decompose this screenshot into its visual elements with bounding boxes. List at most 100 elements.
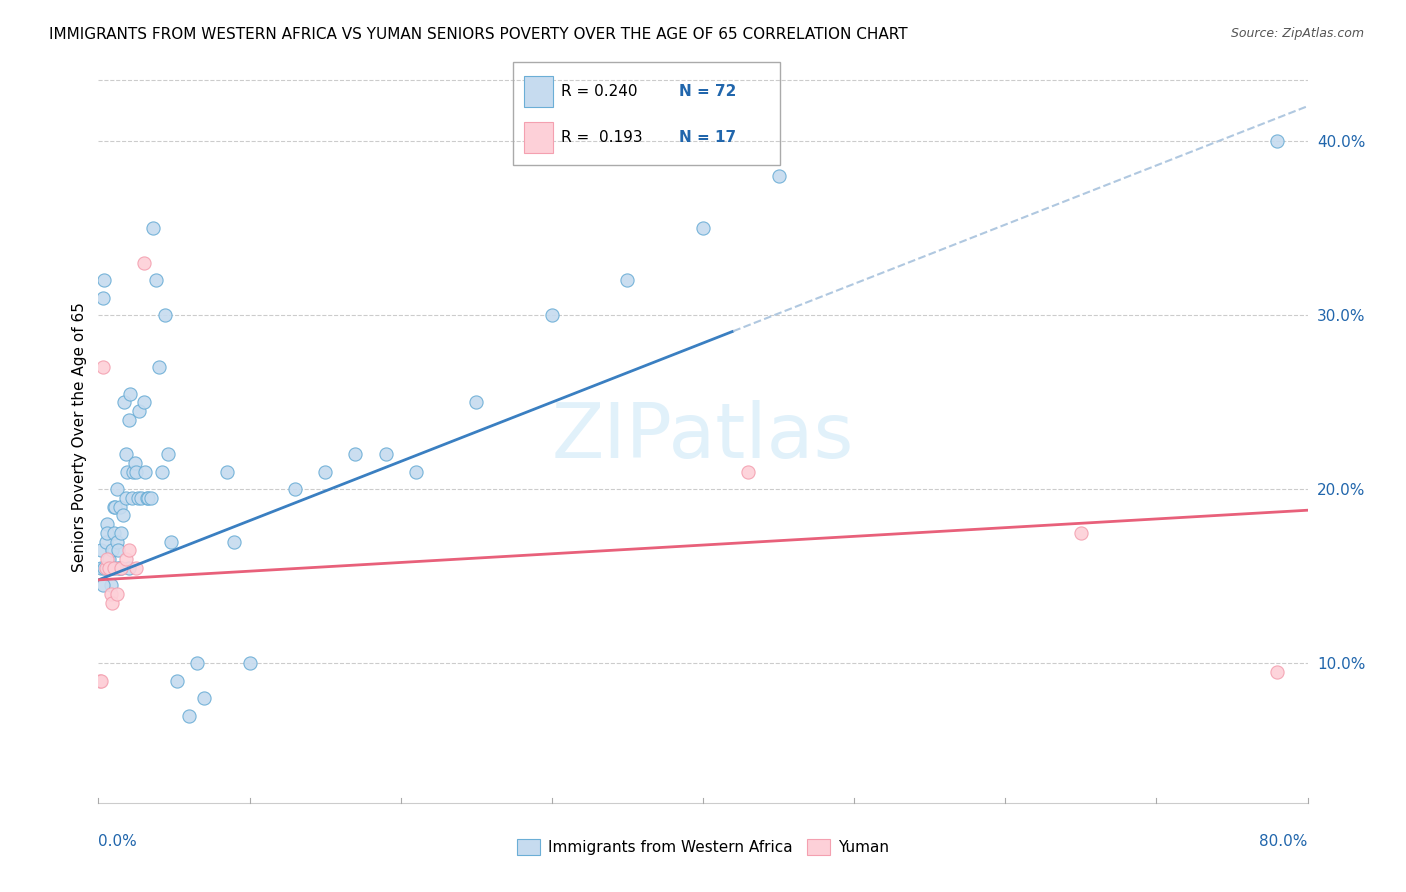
Point [284,483,307,497]
Point [98,560,121,574]
Point [108,560,131,574]
Point [128,404,150,418]
Bar [524,76,554,106]
Point [100,578,122,592]
Point [107,543,129,558]
Point [112,395,135,409]
Point [98,560,121,574]
Point [91,291,114,305]
Point [344,448,367,462]
Point [105,534,128,549]
Y-axis label: Seniors Poverty Over the Age of 65: Seniors Poverty Over the Age of 65 [72,302,87,572]
Text: 0.0%: 0.0% [98,834,138,849]
Point [96,552,118,566]
Point [100,587,122,601]
Point [105,483,128,497]
Point [737,465,759,479]
Point [121,491,143,505]
Point [124,456,146,470]
Point [120,386,142,401]
Point [96,560,118,574]
Point [96,525,118,540]
Point [118,412,141,426]
Point [93,273,115,287]
Point [374,448,396,462]
Point [239,657,262,671]
Point [145,273,167,287]
Point [110,560,132,574]
Point [108,500,131,514]
Point [125,465,148,479]
Point [1267,134,1289,148]
Point [96,517,118,532]
Point [94,560,117,574]
Point [101,543,124,558]
Point [153,308,176,322]
Point [148,360,170,375]
Point [98,552,121,566]
Point [115,465,138,479]
Point [100,560,122,574]
Point [114,448,136,462]
Text: N = 17: N = 17 [679,130,735,145]
Text: R = 0.240: R = 0.240 [561,84,638,99]
Point [125,560,148,574]
Point [1070,525,1092,540]
Point [136,491,159,505]
Point [540,308,562,322]
Legend: Immigrants from Western Africa, Yuman: Immigrants from Western Africa, Yuman [510,833,896,861]
Point [132,395,155,409]
Point [114,491,136,505]
Point [142,221,165,235]
Point [141,491,163,505]
Point [90,543,112,558]
Point [93,560,115,574]
Point [224,534,246,549]
Point [314,465,336,479]
Bar [524,122,554,153]
Text: 80.0%: 80.0% [1260,834,1308,849]
Point [405,465,427,479]
Point [156,448,179,462]
Point [150,465,173,479]
Point [114,552,136,566]
Text: Source: ZipAtlas.com: Source: ZipAtlas.com [1230,27,1364,40]
Text: N = 72: N = 72 [679,84,737,99]
Point [118,560,141,574]
Point [616,273,638,287]
Point [110,560,132,574]
Point [94,534,117,549]
Text: IMMIGRANTS FROM WESTERN AFRICA VS YUMAN SENIORS POVERTY OVER THE AGE OF 65 CORRE: IMMIGRANTS FROM WESTERN AFRICA VS YUMAN … [49,27,908,42]
Point [166,673,188,688]
Point [127,491,149,505]
Point [90,560,112,574]
Point [465,395,488,409]
Point [103,560,125,574]
Point [111,508,134,523]
Point [91,578,114,592]
Text: ZIPatlas: ZIPatlas [551,401,855,474]
Point [94,560,117,574]
Point [134,465,156,479]
Point [692,221,714,235]
Point [103,525,125,540]
Text: R =  0.193: R = 0.193 [561,130,643,145]
Point [160,534,183,549]
Point [118,543,141,558]
Point [101,595,124,609]
Point [129,491,152,505]
Point [110,525,132,540]
Point [135,491,157,505]
Point [104,500,127,514]
Point [103,500,125,514]
Point [132,256,155,270]
Point [107,560,129,574]
Point [91,360,114,375]
Point [193,691,215,706]
Point [768,169,790,183]
Point [215,465,238,479]
Point [90,673,112,688]
Point [186,657,208,671]
Point [122,465,145,479]
Point [103,560,125,574]
